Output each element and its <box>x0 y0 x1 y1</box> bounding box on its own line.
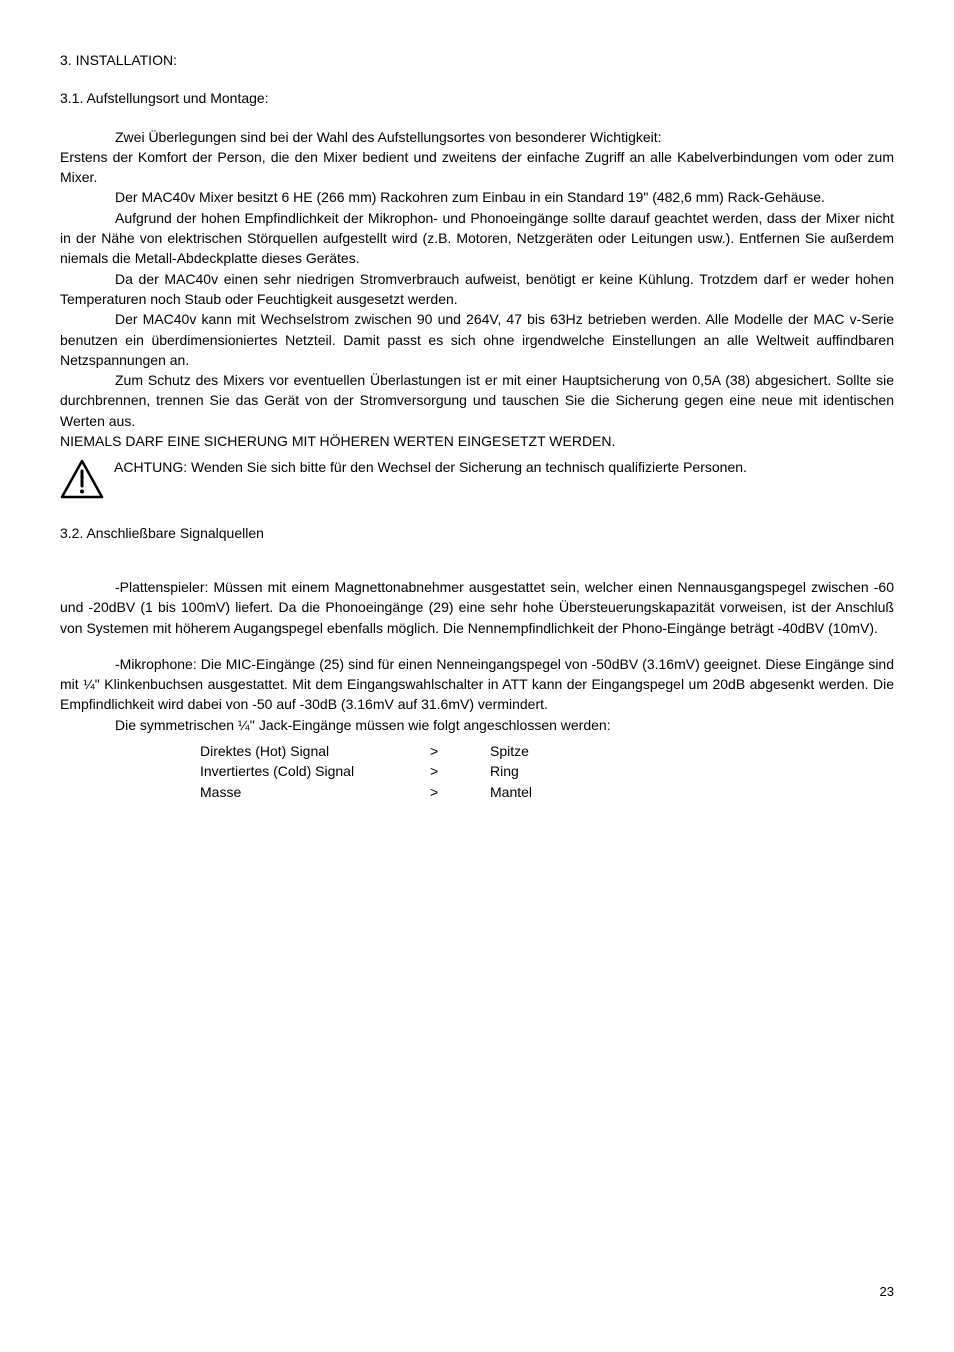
paragraph: -Mikrophone: Die MIC-Eingänge (25) sind … <box>60 654 894 715</box>
warning-icon <box>60 459 104 504</box>
warning-text: ACHTUNG: Wenden Sie sich bitte für den W… <box>114 457 747 477</box>
paragraph: Der MAC40v kann mit Wechselstrom zwische… <box>60 309 894 370</box>
table-cell: Spitze <box>490 741 610 761</box>
paragraph: -Plattenspieler: Müssen mit einem Magnet… <box>60 577 894 638</box>
section-3-1-heading: 3.1. Aufstellungsort und Montage: <box>60 88 894 108</box>
table-cell: Ring <box>490 761 610 781</box>
paragraph: Zum Schutz des Mixers vor eventuellen Üb… <box>60 370 894 431</box>
paragraph: Aufgrund der hohen Empfindlichkeit der M… <box>60 208 894 269</box>
table-cell: Direktes (Hot) Signal <box>200 741 430 761</box>
paragraph: NIEMALS DARF EINE SICHERUNG MIT HÖHEREN … <box>60 431 894 451</box>
table-cell: Invertiertes (Cold) Signal <box>200 761 430 781</box>
table-cell: Masse <box>200 782 430 802</box>
table-row: Invertiertes (Cold) Signal > Ring <box>200 761 894 781</box>
section-3-2-heading: 3.2. Anschließbare Signalquellen <box>60 523 894 543</box>
paragraph: Der MAC40v Mixer besitzt 6 HE (266 mm) R… <box>60 187 894 207</box>
table-cell: > <box>430 741 490 761</box>
paragraph: Die symmetrischen ¼'' Jack-Eingänge müss… <box>60 715 894 735</box>
table-cell: > <box>430 782 490 802</box>
section-3-heading: 3. INSTALLATION: <box>60 50 894 70</box>
table-cell: > <box>430 761 490 781</box>
paragraph: Da der MAC40v einen sehr niedrigen Strom… <box>60 269 894 310</box>
page-number: 23 <box>880 1283 894 1302</box>
jack-assignment-table: Direktes (Hot) Signal > Spitze Invertier… <box>200 741 894 802</box>
paragraph: Zwei Überlegungen sind bei der Wahl des … <box>60 127 894 147</box>
table-row: Masse > Mantel <box>200 782 894 802</box>
warning-block: ACHTUNG: Wenden Sie sich bitte für den W… <box>60 457 894 504</box>
paragraph: Erstens der Komfort der Person, die den … <box>60 147 894 188</box>
table-cell: Mantel <box>490 782 610 802</box>
table-row: Direktes (Hot) Signal > Spitze <box>200 741 894 761</box>
page: 3. INSTALLATION: 3.1. Aufstellungsort un… <box>60 50 894 1302</box>
